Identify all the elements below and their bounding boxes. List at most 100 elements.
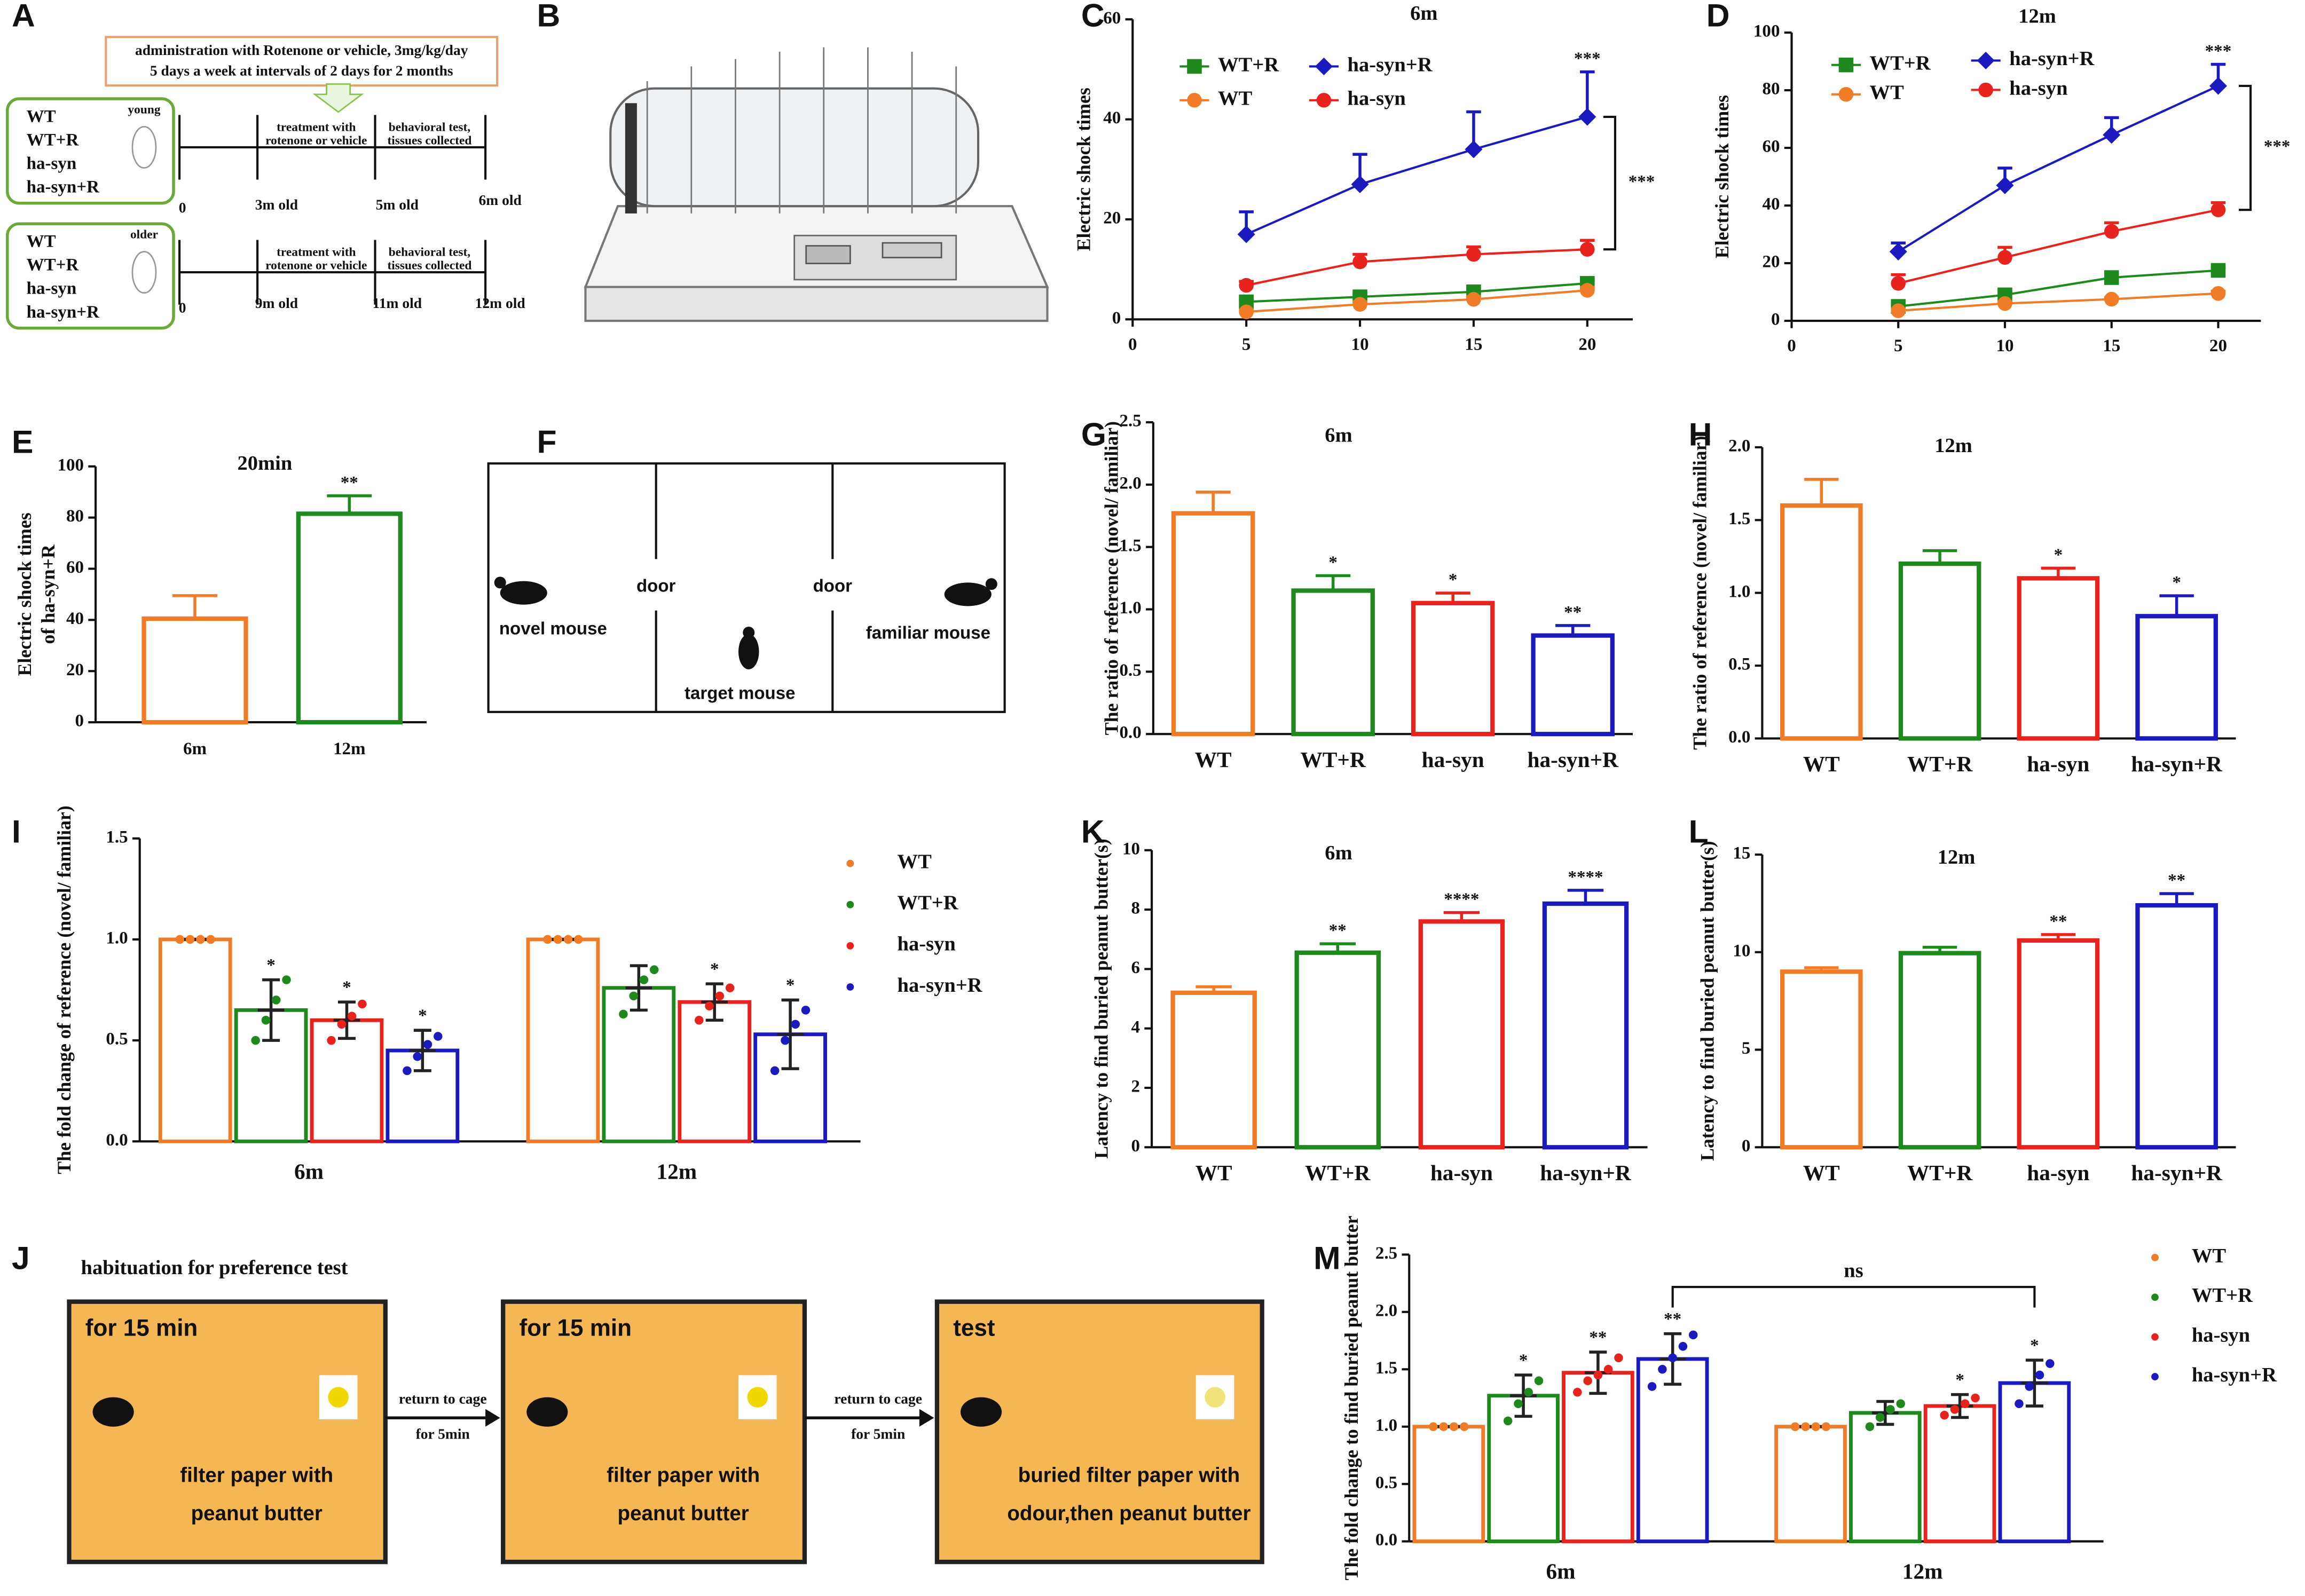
- legend-label: ha-syn+R: [2009, 48, 2095, 70]
- marker: [1838, 57, 1854, 73]
- group-label: 6m: [294, 1159, 324, 1183]
- door-label: door: [813, 576, 853, 596]
- marker: [2209, 77, 2227, 95]
- series-line: [1898, 209, 2219, 285]
- bar: [678, 1000, 752, 1143]
- data-point: [639, 975, 649, 984]
- chart-title: 12m: [1934, 434, 1972, 457]
- x-tick-label: 10: [1351, 335, 1369, 354]
- data-point: [347, 1012, 357, 1021]
- arrow: [312, 83, 364, 113]
- bar: [1774, 1425, 1847, 1544]
- y-tick-label: 15: [1733, 844, 1750, 863]
- bar: [296, 511, 403, 725]
- x-tick-label: ha-syn: [1422, 747, 1484, 772]
- series-line: [1246, 282, 1587, 303]
- x-tick-label: ha-syn+R: [1540, 1160, 1632, 1185]
- marker: [1239, 304, 1254, 319]
- y-axis-label: Electric shock times: [14, 512, 35, 676]
- legend-dot: [2151, 1333, 2159, 1341]
- y-tick-label: 80: [1762, 80, 1780, 99]
- significance: **: [1564, 603, 1582, 622]
- marker: [1187, 59, 1202, 74]
- y-tick-label: 0.5: [1728, 655, 1750, 674]
- y-tick-label: 2.5: [1120, 412, 1142, 431]
- y-tick-label: 0.5: [1375, 1473, 1397, 1492]
- marker: [2210, 263, 2226, 278]
- data-point: [271, 995, 281, 1005]
- y-tick-label: 0.0: [1375, 1530, 1397, 1550]
- panel-label: J: [12, 1239, 30, 1276]
- bar: [1294, 950, 1381, 1150]
- series-line: [1246, 289, 1587, 313]
- step-box: [67, 1299, 388, 1565]
- significance: **: [2049, 912, 2067, 931]
- x-tick-label: WT+R: [1305, 1160, 1371, 1185]
- stage-label: rotenone or vehicle: [265, 133, 367, 147]
- bar: [1487, 1394, 1560, 1544]
- group-label: 12m: [1902, 1559, 1943, 1584]
- y-tick-label: 10: [1122, 839, 1140, 858]
- group-label: 12m: [656, 1159, 697, 1183]
- group-name: ha-syn+R: [27, 178, 100, 197]
- timepoint: 0: [179, 199, 186, 216]
- data-point: [695, 1016, 704, 1025]
- significance: *: [342, 978, 351, 997]
- panel-label: F: [537, 423, 557, 460]
- marker: [1978, 82, 1993, 98]
- y-tick-label: 1.5: [1120, 536, 1142, 555]
- bracket: [1671, 1285, 2036, 1308]
- x-tick-label: 0: [1128, 335, 1137, 354]
- data-point: [2035, 1370, 2044, 1380]
- y-tick-label: 1.0: [1375, 1416, 1397, 1435]
- data-point: [1801, 1422, 1810, 1432]
- y-tick-label: 2.0: [1375, 1301, 1397, 1320]
- step-text: filter paper with: [180, 1464, 333, 1487]
- data-point: [1678, 1342, 1688, 1351]
- data-point: [553, 935, 563, 944]
- x-tick-label: WT: [1195, 1160, 1232, 1185]
- chamber-diagram: [487, 462, 1006, 713]
- step-text: peanut butter: [191, 1502, 322, 1525]
- bracket: [1603, 115, 1616, 251]
- step-text: peanut butter: [618, 1502, 749, 1525]
- data-point: [1583, 1376, 1592, 1386]
- y-tick-label: 0.5: [106, 1030, 128, 1049]
- marker: [1465, 140, 1483, 159]
- bar: [141, 616, 248, 725]
- mouse-label: target mouse: [685, 684, 796, 704]
- x-tick-label: 20: [1578, 335, 1596, 354]
- y-tick-label: 6: [1131, 958, 1140, 977]
- y-tick-label: 0: [1112, 309, 1121, 328]
- significance: **: [1664, 1309, 1681, 1329]
- arrow-head: [485, 1409, 500, 1427]
- stage-label: behavioral test,: [389, 246, 470, 259]
- data-point: [1449, 1422, 1459, 1432]
- legend-dot: [2151, 1373, 2159, 1380]
- chart-title: 12m: [2018, 5, 2056, 27]
- marker: [1580, 283, 1595, 298]
- panel-label: G: [1081, 416, 1106, 453]
- bar: [158, 937, 232, 1143]
- y-axis-label: The fold change to find buried peanut bu…: [1341, 1215, 1362, 1580]
- data-point: [413, 1052, 422, 1061]
- legend-dot: [846, 900, 854, 908]
- marker: [1996, 176, 2014, 194]
- step-heading: test: [953, 1315, 995, 1341]
- stage-label: treatment with: [277, 120, 356, 134]
- y-tick-label: 5: [1742, 1039, 1751, 1058]
- chart-title: 20min: [237, 452, 292, 475]
- y-tick-label: 20: [1103, 209, 1121, 228]
- data-point: [206, 935, 215, 944]
- x-tick-label: ha-syn+R: [1527, 747, 1619, 772]
- bar: [1411, 601, 1495, 737]
- marker: [1578, 108, 1596, 126]
- significance: *: [2054, 546, 2063, 565]
- marker: [1580, 242, 1595, 257]
- y-tick-label: 1.0: [1728, 582, 1750, 601]
- y-tick-label: 1.5: [1375, 1358, 1397, 1378]
- bar: [2017, 938, 2100, 1150]
- y-tick-label: 1.0: [106, 929, 128, 948]
- y-tick-label: 0.0: [1728, 728, 1750, 747]
- bar: [526, 937, 600, 1143]
